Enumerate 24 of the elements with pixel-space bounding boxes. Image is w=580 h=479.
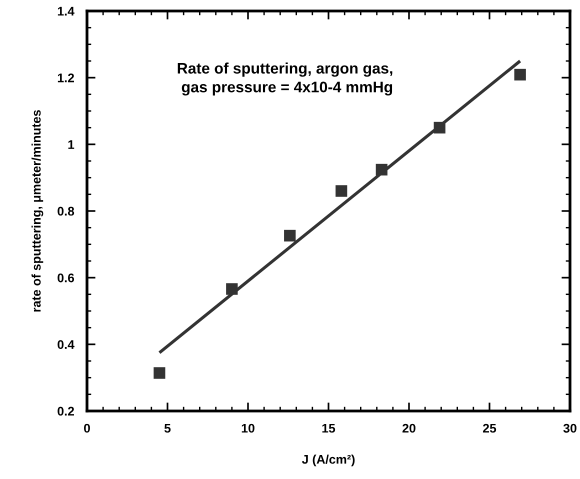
y-tick-label: 0.8	[58, 206, 74, 216]
point	[154, 367, 166, 379]
x-tick-label: 20	[402, 424, 416, 433]
x-tick-label: 5	[164, 424, 171, 433]
point	[434, 122, 446, 134]
y-axis-title: rate of sputtering, μmeter/minutes	[32, 110, 44, 312]
y-tick-label: 1.4	[58, 6, 74, 16]
x-axis-title: J (A/cm²)	[302, 454, 355, 466]
point	[376, 164, 388, 176]
point	[284, 230, 296, 242]
y-tick-label: 0.4	[58, 340, 74, 349]
x-tick-label: 15	[322, 424, 336, 433]
x-tick-label: 25	[482, 424, 496, 433]
point	[226, 283, 238, 295]
x-tick-label: 30	[563, 424, 576, 433]
y-tick-label: 1.2	[58, 73, 74, 82]
x-tick-label: 0	[84, 424, 90, 433]
point	[514, 68, 526, 80]
y-tick-label: 1	[68, 140, 74, 149]
point	[336, 185, 348, 197]
annotation: Rate of sputtering, argon gas, gas pressure = 4x10-4 mmHg	[178, 62, 392, 96]
y-tick-label: 0.6	[58, 273, 74, 282]
y-tick-label: 0.2	[58, 406, 74, 416]
x-tick-label: 10	[242, 424, 254, 433]
